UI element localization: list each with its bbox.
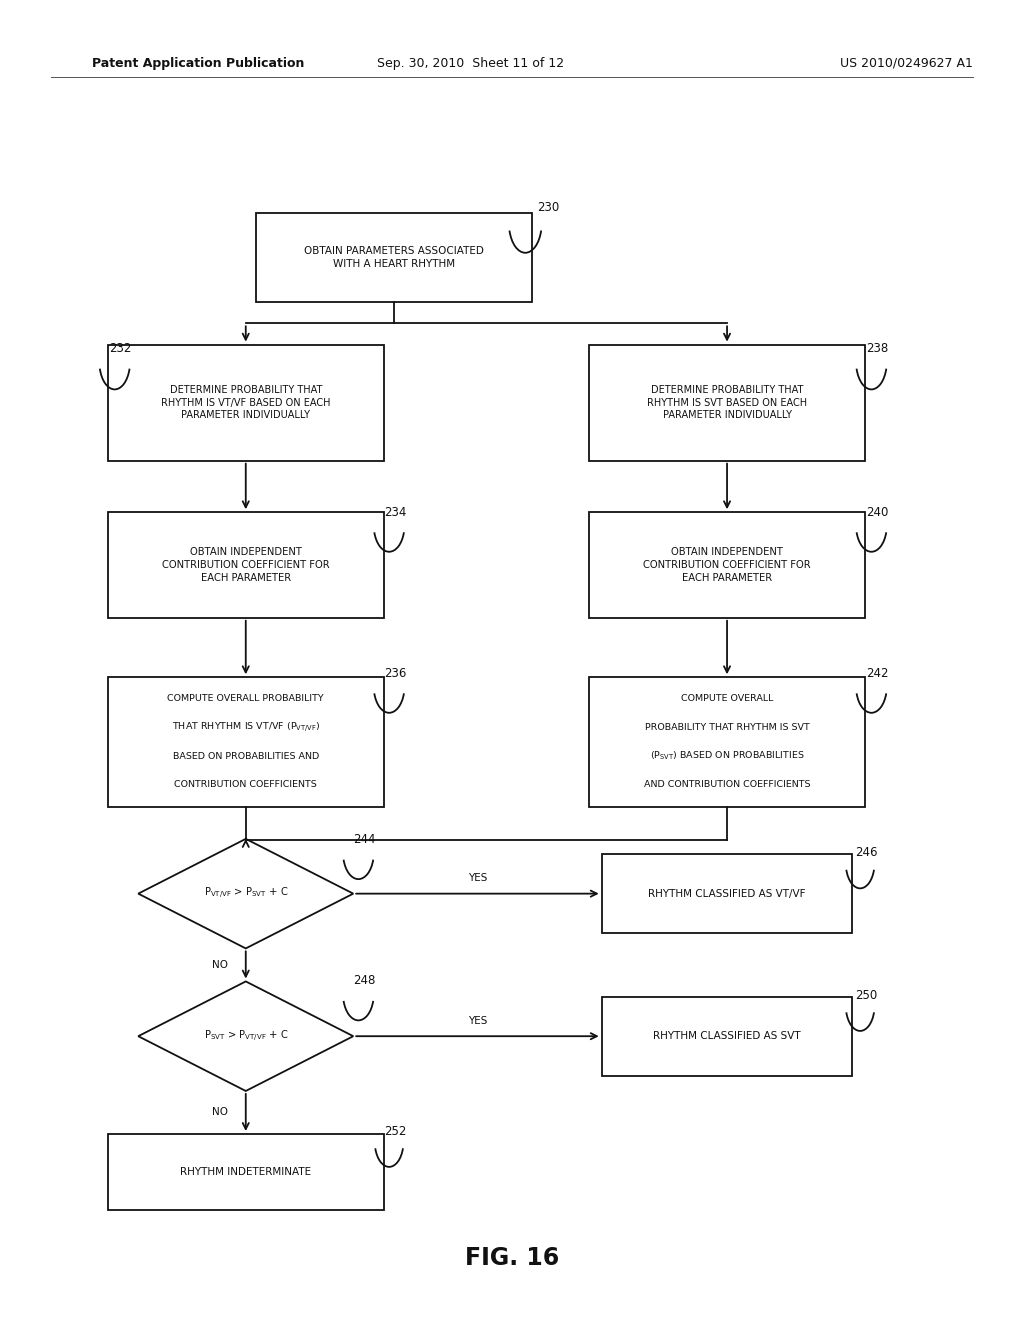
FancyBboxPatch shape <box>589 677 865 807</box>
Polygon shape <box>138 840 353 948</box>
Text: 246: 246 <box>855 846 878 859</box>
Text: 248: 248 <box>353 974 376 987</box>
Text: 234: 234 <box>384 506 407 519</box>
Text: DETERMINE PROBABILITY THAT
RHYTHM IS SVT BASED ON EACH
PARAMETER INDIVIDUALLY: DETERMINE PROBABILITY THAT RHYTHM IS SVT… <box>647 385 807 420</box>
Text: (P$_\mathregular{SVT}$) BASED ON PROBABILITIES: (P$_\mathregular{SVT}$) BASED ON PROBABI… <box>649 750 805 763</box>
Text: 236: 236 <box>384 667 407 680</box>
FancyBboxPatch shape <box>108 677 384 807</box>
FancyBboxPatch shape <box>108 512 384 618</box>
Text: DETERMINE PROBABILITY THAT
RHYTHM IS VT/VF BASED ON EACH
PARAMETER INDIVIDUALLY: DETERMINE PROBABILITY THAT RHYTHM IS VT/… <box>161 385 331 420</box>
Text: BASED ON PROBABILITIES AND: BASED ON PROBABILITIES AND <box>173 751 318 760</box>
Text: OBTAIN INDEPENDENT
CONTRIBUTION COEFFICIENT FOR
EACH PARAMETER: OBTAIN INDEPENDENT CONTRIBUTION COEFFICI… <box>162 548 330 582</box>
FancyBboxPatch shape <box>256 213 532 302</box>
Text: COMPUTE OVERALL: COMPUTE OVERALL <box>681 694 773 704</box>
FancyBboxPatch shape <box>589 512 865 618</box>
Text: YES: YES <box>468 873 487 883</box>
Text: 250: 250 <box>855 989 878 1002</box>
Text: Patent Application Publication: Patent Application Publication <box>92 57 304 70</box>
Text: PROBABILITY THAT RHYTHM IS SVT: PROBABILITY THAT RHYTHM IS SVT <box>645 723 809 733</box>
Text: COMPUTE OVERALL PROBABILITY: COMPUTE OVERALL PROBABILITY <box>168 694 324 704</box>
Text: RHYTHM INDETERMINATE: RHYTHM INDETERMINATE <box>180 1167 311 1177</box>
FancyBboxPatch shape <box>589 345 865 461</box>
Text: NO: NO <box>212 1107 228 1118</box>
Text: OBTAIN PARAMETERS ASSOCIATED
WITH A HEART RHYTHM: OBTAIN PARAMETERS ASSOCIATED WITH A HEAR… <box>304 246 484 269</box>
FancyBboxPatch shape <box>601 997 852 1076</box>
Text: 240: 240 <box>866 506 889 519</box>
FancyBboxPatch shape <box>601 854 852 933</box>
Text: THAT RHYTHM IS VT/VF (P$_\mathregular{VT/VF}$): THAT RHYTHM IS VT/VF (P$_\mathregular{VT… <box>172 721 319 734</box>
Text: 238: 238 <box>866 342 889 355</box>
Text: P$_\mathregular{SVT}$ > P$_\mathregular{VT/VF}$ + C: P$_\mathregular{SVT}$ > P$_\mathregular{… <box>204 1028 288 1044</box>
Text: Sep. 30, 2010  Sheet 11 of 12: Sep. 30, 2010 Sheet 11 of 12 <box>378 57 564 70</box>
Text: 232: 232 <box>110 342 132 355</box>
Text: RHYTHM CLASSIFIED AS VT/VF: RHYTHM CLASSIFIED AS VT/VF <box>648 888 806 899</box>
Text: NO: NO <box>212 960 228 970</box>
Text: YES: YES <box>468 1015 487 1026</box>
FancyBboxPatch shape <box>108 345 384 461</box>
Text: CONTRIBUTION COEFFICIENTS: CONTRIBUTION COEFFICIENTS <box>174 780 317 789</box>
Text: FIG. 16: FIG. 16 <box>465 1246 559 1270</box>
Text: RHYTHM CLASSIFIED AS SVT: RHYTHM CLASSIFIED AS SVT <box>653 1031 801 1041</box>
Text: 252: 252 <box>384 1125 407 1138</box>
Text: 230: 230 <box>538 201 560 214</box>
Polygon shape <box>138 982 353 1090</box>
Text: 242: 242 <box>866 667 889 680</box>
Text: US 2010/0249627 A1: US 2010/0249627 A1 <box>840 57 973 70</box>
Text: OBTAIN INDEPENDENT
CONTRIBUTION COEFFICIENT FOR
EACH PARAMETER: OBTAIN INDEPENDENT CONTRIBUTION COEFFICI… <box>643 548 811 582</box>
Text: 244: 244 <box>353 833 376 846</box>
Text: P$_\mathregular{VT/VF}$ > P$_\mathregular{SVT}$ + C: P$_\mathregular{VT/VF}$ > P$_\mathregula… <box>204 886 288 902</box>
FancyBboxPatch shape <box>108 1134 384 1210</box>
Text: AND CONTRIBUTION COEFFICIENTS: AND CONTRIBUTION COEFFICIENTS <box>644 780 810 789</box>
